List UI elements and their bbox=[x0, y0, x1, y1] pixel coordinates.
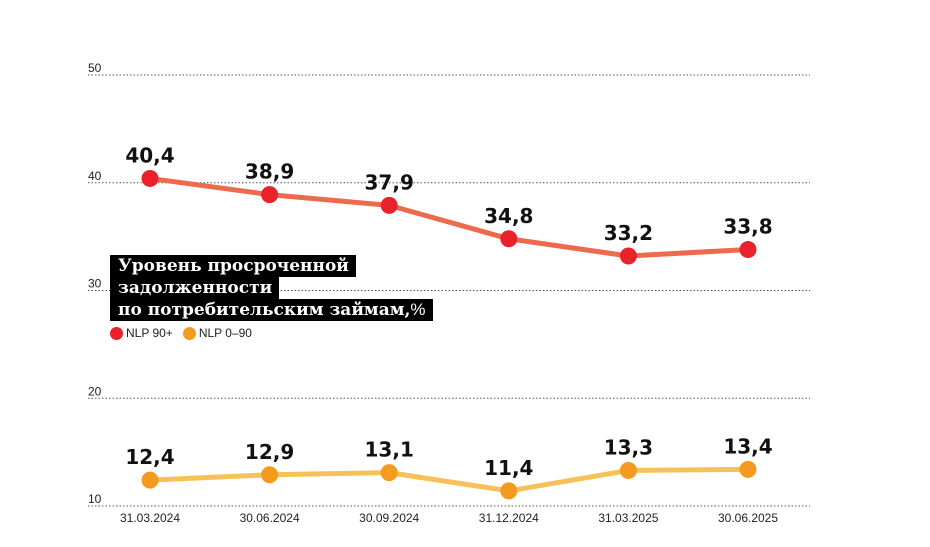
x-tick-label: 30.06.2025 bbox=[718, 511, 778, 525]
data-label: 11,4 bbox=[484, 456, 533, 480]
data-label: 33,8 bbox=[723, 215, 772, 239]
chart-title-line-1: Уровень просроченной bbox=[110, 255, 356, 277]
chart-title-unit: % bbox=[410, 300, 426, 319]
chart-title-line-3: по потребительским займам, % bbox=[110, 299, 433, 321]
y-axis-ticks: 10 20 30 40 50 bbox=[88, 61, 102, 506]
x-axis-ticks: 31.03.2024 30.06.2024 30.09.2024 31.12.2024… bbox=[120, 511, 778, 525]
y-tick-label: 20 bbox=[88, 384, 102, 398]
data-point bbox=[500, 482, 518, 500]
data-point bbox=[141, 471, 159, 489]
x-tick-label: 31.03.2024 bbox=[120, 511, 180, 525]
x-tick-label: 30.09.2024 bbox=[359, 511, 419, 525]
chart-title-line-2: задолженности bbox=[110, 277, 280, 299]
data-point bbox=[380, 196, 398, 214]
series-line bbox=[147, 175, 751, 259]
data-point bbox=[619, 247, 637, 265]
data-label: 33,2 bbox=[604, 221, 653, 245]
y-tick-label: 40 bbox=[88, 169, 102, 183]
data-point bbox=[380, 464, 398, 482]
chart-title: Уровень просроченной задолженности по по… bbox=[110, 255, 433, 321]
x-tick-label: 31.12.2024 bbox=[479, 511, 539, 525]
data-label: 13,1 bbox=[365, 438, 414, 462]
data-label: 13,4 bbox=[723, 434, 772, 458]
data-point bbox=[739, 241, 757, 259]
series-line bbox=[147, 466, 751, 494]
data-label: 38,9 bbox=[245, 160, 294, 184]
chart-title-line-3-text: по потребительским займам, bbox=[118, 300, 411, 320]
legend-label-nlp-90: NLP 90+ bbox=[126, 326, 173, 340]
y-tick-label: 30 bbox=[88, 277, 102, 291]
x-tick-label: 30.06.2024 bbox=[240, 511, 300, 525]
data-point bbox=[500, 230, 518, 248]
x-tick-label: 31.03.2025 bbox=[598, 511, 658, 525]
data-label: 34,8 bbox=[484, 204, 533, 228]
data-label: 37,9 bbox=[365, 170, 414, 194]
data-label: 40,4 bbox=[125, 143, 174, 167]
legend-marker-nlp-90 bbox=[110, 326, 123, 340]
legend-item-nlp-0-90: NLP 0–90 bbox=[182, 326, 252, 340]
legend-marker-nlp-0-90 bbox=[182, 326, 196, 340]
legend: NLP 90+ NLP 0–90 bbox=[110, 326, 262, 340]
data-point bbox=[261, 466, 279, 484]
series-0: 40,4 38,9 37,9 34,8 33,2 33,8 bbox=[125, 143, 773, 265]
series-1: 12,4 12,9 13,1 11,4 13,3 13,4 bbox=[125, 434, 773, 500]
data-label: 13,3 bbox=[604, 435, 653, 459]
data-point bbox=[739, 460, 757, 478]
y-tick-label: 50 bbox=[88, 61, 102, 75]
series-group: 40,4 38,9 37,9 34,8 33,2 33,8 12,4 12,9 13,1 11,4… bbox=[125, 143, 773, 500]
data-label: 12,4 bbox=[125, 445, 174, 469]
data-point bbox=[619, 461, 637, 479]
y-tick-label: 10 bbox=[88, 492, 102, 506]
legend-item-nlp-90: NLP 90+ bbox=[110, 326, 173, 340]
data-label: 12,9 bbox=[245, 440, 294, 464]
data-point bbox=[261, 186, 279, 204]
legend-label-nlp-0-90: NLP 0–90 bbox=[198, 326, 252, 340]
data-point bbox=[141, 169, 159, 187]
